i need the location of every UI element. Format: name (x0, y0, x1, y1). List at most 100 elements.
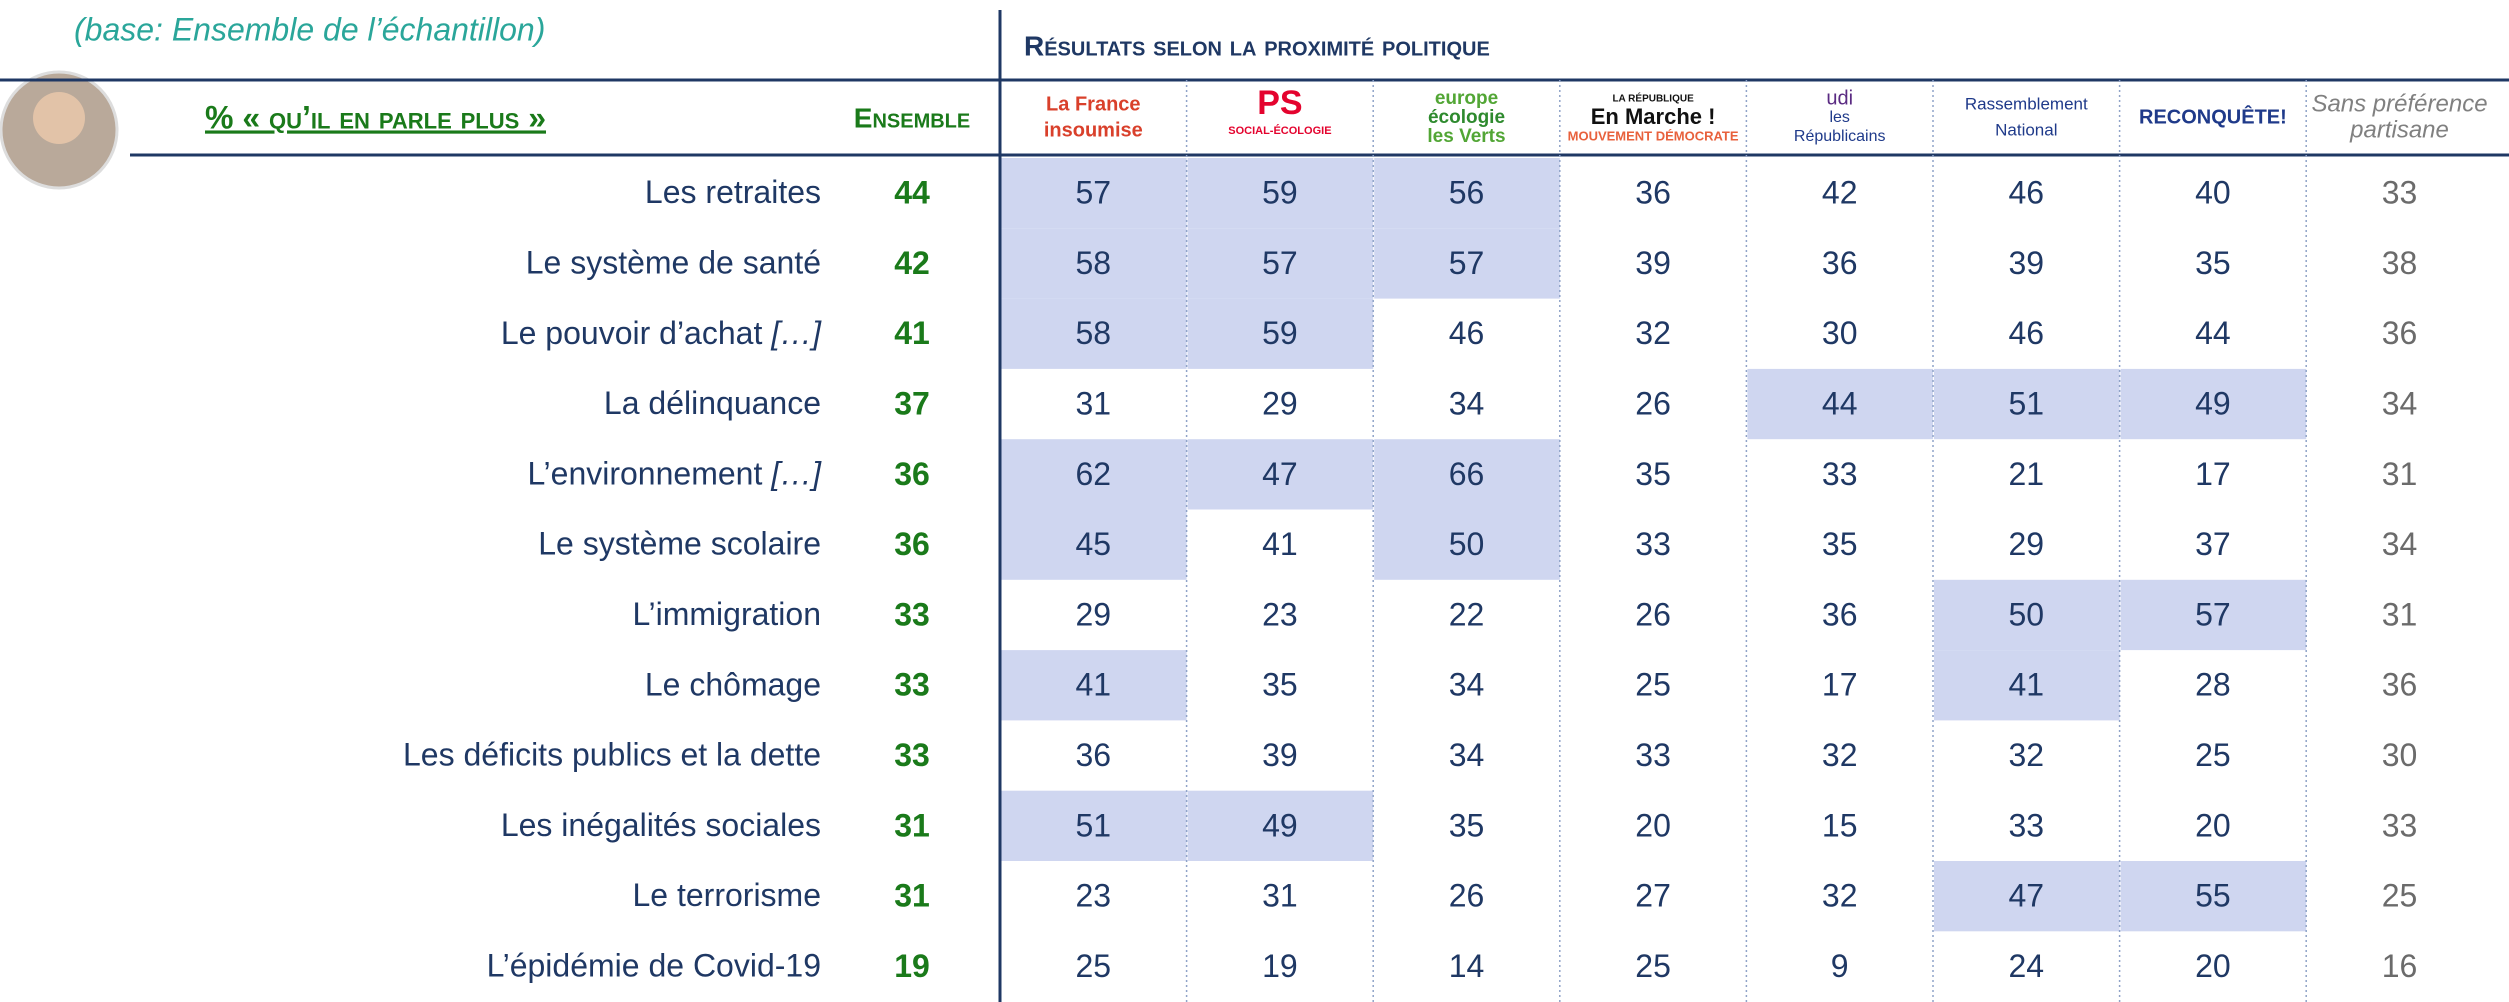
party-header: les (1829, 109, 1849, 126)
cell-value: 25 (2382, 878, 2418, 914)
base-note: (base: Ensemble de l’échantillon) (74, 11, 545, 47)
cell-value: 37 (2195, 526, 2231, 562)
row-label-text: Les retraites (645, 175, 821, 211)
cell-value: 47 (1262, 456, 1298, 492)
cell-value: 46 (2009, 175, 2045, 211)
cell-value: 46 (2009, 315, 2045, 351)
cell-value: 26 (1635, 596, 1671, 632)
party-header: National (1995, 120, 2057, 139)
party-header: SOCIAL-ÉCOLOGIE (1228, 124, 1331, 137)
cell-value: 31 (2382, 596, 2418, 632)
cell-value: 31 (1262, 878, 1298, 914)
row-label-text: Le chômage (645, 667, 821, 703)
cell-value: 25 (2195, 737, 2231, 773)
cell-value: 36 (2382, 667, 2418, 703)
party-header: insoumise (1044, 119, 1143, 141)
row-label-text: Le terrorisme (633, 878, 822, 914)
cell-value: 30 (2382, 737, 2418, 773)
ensemble-value: 36 (894, 526, 930, 562)
cell-value: 51 (1076, 807, 1112, 843)
cell-value: 32 (2009, 737, 2045, 773)
row-label: La délinquance (604, 386, 821, 422)
cell-value: 31 (1076, 386, 1112, 422)
cell-value: 17 (2195, 456, 2231, 492)
ensemble-value: 42 (894, 245, 930, 281)
cell-value: 50 (2009, 596, 2045, 632)
party-header: RECONQUÊTE! (2139, 104, 2287, 128)
cell-value: 36 (2382, 315, 2418, 351)
row-label-text: L’environnement (528, 456, 772, 492)
cell-value: 14 (1449, 948, 1485, 984)
row-label: Les inégalités sociales (501, 807, 821, 843)
row-label-text: L’épidémie de Covid-19 (487, 948, 821, 984)
cell-value: 49 (1262, 807, 1298, 843)
party-header: Républicains (1794, 128, 1886, 145)
row-label: L’environnement […] (528, 456, 823, 492)
cell-value: 25 (1635, 948, 1671, 984)
cell-value: 35 (1635, 456, 1671, 492)
page: (base: Ensemble de l’échantillon) Résult… (0, 0, 2509, 1002)
row-label: L’immigration (632, 596, 821, 632)
cell-value: 35 (1822, 526, 1858, 562)
cell-value: 59 (1262, 175, 1298, 211)
cell-value: 27 (1635, 878, 1671, 914)
row-label: Les déficits publics et la dette (403, 737, 821, 773)
cell-value: 24 (2009, 948, 2045, 984)
cell-value: 34 (2382, 526, 2418, 562)
cell-value: 33 (2382, 175, 2418, 211)
ensemble-value: 33 (894, 596, 930, 632)
cell-value: 44 (2195, 315, 2231, 351)
cell-value: 15 (1822, 807, 1858, 843)
ensemble-value: 19 (894, 948, 930, 984)
row-label-text: Le pouvoir d’achat (501, 315, 771, 351)
cell-value: 36 (1822, 596, 1858, 632)
cell-value: 25 (1076, 948, 1112, 984)
cell-value: 34 (1449, 386, 1485, 422)
cell-value: 58 (1076, 315, 1112, 351)
results-table: (base: Ensemble de l’échantillon) Résult… (0, 0, 2509, 1002)
ensemble-value: 44 (894, 175, 930, 211)
cell-value: 36 (1822, 245, 1858, 281)
cell-value: 66 (1449, 456, 1485, 492)
row-label: Les retraites (645, 175, 821, 211)
party-header: LA RÉPUBLIQUE (1612, 92, 1694, 105)
ensemble-value: 31 (894, 878, 930, 914)
cell-value: 20 (2195, 948, 2231, 984)
cell-value: 46 (1449, 315, 1485, 351)
party-header: PS (1257, 84, 1302, 122)
section-title: Résultats selon la proximité politique (1024, 30, 1490, 61)
cell-value: 21 (2009, 456, 2045, 492)
cell-value: 41 (1262, 526, 1298, 562)
row-label: Le système scolaire (538, 526, 821, 562)
row-label-text: Le système scolaire (538, 526, 821, 562)
cell-value: 9 (1831, 948, 1849, 984)
cell-value: 32 (1635, 315, 1671, 351)
cell-value: 29 (1262, 386, 1298, 422)
cell-value: 41 (1076, 667, 1112, 703)
cell-value: 26 (1635, 386, 1671, 422)
cell-value: 39 (2009, 245, 2045, 281)
row-label: L’épidémie de Covid-19 (487, 948, 821, 984)
cell-value: 16 (2382, 948, 2418, 984)
cell-value: 36 (1076, 737, 1112, 773)
ensemble-value: 37 (894, 386, 930, 422)
row-label: Le terrorisme (633, 878, 822, 914)
cell-value: 34 (2382, 386, 2418, 422)
cell-value: 49 (2195, 386, 2231, 422)
cell-value: 17 (1822, 667, 1858, 703)
cell-value: 62 (1076, 456, 1112, 492)
row-label: Le pouvoir d’achat […] (501, 315, 822, 351)
ensemble-value: 41 (894, 315, 930, 351)
cell-value: 51 (2009, 386, 2045, 422)
cell-value: 33 (1822, 456, 1858, 492)
cell-value: 22 (1449, 596, 1485, 632)
cell-value: 57 (1449, 245, 1485, 281)
row-label-text: Les inégalités sociales (501, 807, 821, 843)
cell-value: 57 (2195, 596, 2231, 632)
ensemble-value: 36 (894, 456, 930, 492)
metric-label: % « qu’il en parle plus » (205, 99, 546, 135)
cell-value: 31 (2382, 456, 2418, 492)
cell-value: 26 (1449, 878, 1485, 914)
cell-value: 34 (1449, 737, 1485, 773)
ensemble-value: 31 (894, 807, 930, 843)
